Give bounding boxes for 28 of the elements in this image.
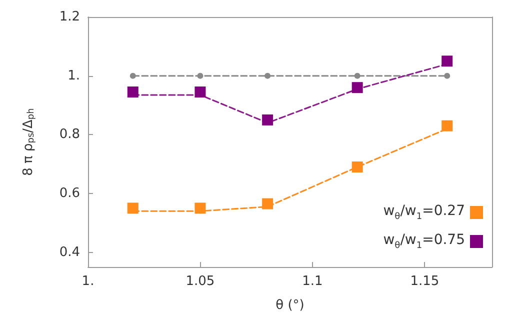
point xyxy=(262,198,274,210)
legend-label: w$_{θ}$/w$_{1}$=0.27 xyxy=(383,203,465,222)
x-tick-label: 1.15 xyxy=(410,274,440,289)
legend-label: w$_{θ}$/w$_{1}$=0.75 xyxy=(383,232,465,251)
point xyxy=(194,202,206,214)
point xyxy=(194,86,206,98)
x-tick-label: 1. xyxy=(82,274,94,289)
point xyxy=(197,72,204,79)
point xyxy=(127,202,138,214)
x-tick-label: 1.1 xyxy=(302,274,323,289)
x-axis-title: θ (°) xyxy=(276,298,304,313)
point xyxy=(444,72,450,79)
point xyxy=(127,86,138,98)
y-tick-label: 0.4 xyxy=(59,244,80,260)
y-tick-label: 0.8 xyxy=(59,127,80,142)
point xyxy=(442,56,453,67)
point xyxy=(352,82,363,94)
y-tick-label: 1. xyxy=(68,68,80,84)
point xyxy=(354,72,360,79)
y-tick-label: 0.6 xyxy=(59,186,80,201)
point xyxy=(352,162,363,172)
point xyxy=(262,114,274,126)
point xyxy=(442,120,453,132)
y-tick-label: 1.2 xyxy=(59,10,80,24)
x-tick-label: 1.05 xyxy=(186,274,215,289)
point xyxy=(130,72,136,79)
y-axis-title: 8 π ρps/Δph xyxy=(21,108,36,176)
point xyxy=(264,72,271,79)
